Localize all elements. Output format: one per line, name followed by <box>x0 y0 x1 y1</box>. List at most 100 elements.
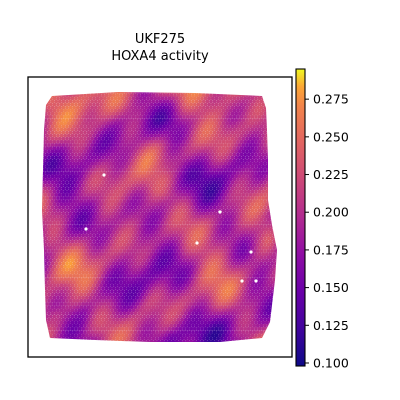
spot <box>183 193 188 197</box>
spot <box>151 267 156 272</box>
spot <box>122 99 127 104</box>
spot <box>50 286 55 291</box>
spot <box>171 127 176 132</box>
spot <box>50 174 55 179</box>
spot <box>261 258 266 263</box>
spot <box>183 205 188 210</box>
spot <box>42 149 44 154</box>
spot <box>126 136 131 141</box>
spot <box>126 317 131 322</box>
spot <box>176 174 181 179</box>
spot <box>192 270 197 275</box>
spot <box>225 221 230 225</box>
spot <box>42 208 46 213</box>
spot <box>151 242 156 247</box>
spot <box>144 249 149 253</box>
spot <box>209 280 213 285</box>
spot <box>153 233 158 238</box>
spot <box>275 189 277 194</box>
spot <box>219 124 224 129</box>
spot <box>52 320 57 325</box>
spot <box>137 186 141 191</box>
spot <box>57 299 62 303</box>
spot <box>93 124 98 129</box>
spot <box>90 274 95 278</box>
spot <box>102 202 107 207</box>
spot <box>241 193 246 197</box>
spot <box>239 196 244 200</box>
spot <box>192 127 197 132</box>
spot <box>68 193 73 197</box>
spot <box>239 102 244 107</box>
spot <box>216 186 221 191</box>
spot <box>99 121 104 126</box>
spot <box>92 227 96 232</box>
spot <box>129 124 134 129</box>
spot <box>223 111 228 116</box>
spot <box>160 314 165 319</box>
spot <box>138 171 143 176</box>
spot <box>122 168 127 172</box>
spot <box>248 267 253 272</box>
spot <box>63 302 68 306</box>
spot <box>72 211 77 216</box>
spot <box>189 164 194 169</box>
spot <box>245 111 249 116</box>
spot <box>93 286 98 291</box>
spot <box>101 242 105 247</box>
spot <box>270 261 275 266</box>
spot <box>232 133 237 138</box>
spot <box>59 140 64 144</box>
spot <box>174 221 179 225</box>
spot <box>200 133 204 138</box>
spot <box>92 258 96 263</box>
spot <box>77 146 82 151</box>
spot <box>174 233 179 238</box>
spot <box>243 239 248 244</box>
spot <box>124 121 129 126</box>
spot <box>228 214 233 219</box>
spot <box>45 202 50 207</box>
spot <box>180 111 185 116</box>
spot <box>146 252 150 256</box>
spot <box>102 127 107 132</box>
spot <box>158 161 163 166</box>
spot <box>252 193 257 197</box>
spot <box>79 242 84 247</box>
spot <box>111 274 116 278</box>
spot <box>81 158 86 163</box>
spot <box>45 308 50 313</box>
spot <box>174 208 179 213</box>
spot <box>133 105 138 110</box>
spot <box>250 177 255 182</box>
spot <box>135 115 140 119</box>
spot <box>270 274 275 278</box>
spot <box>70 252 75 256</box>
spot <box>90 286 95 291</box>
spot <box>174 277 179 281</box>
spot <box>261 264 266 269</box>
spot <box>54 174 59 179</box>
spot <box>221 196 226 200</box>
spot <box>237 136 242 141</box>
spot <box>198 193 203 197</box>
spot <box>275 270 277 275</box>
spot <box>198 286 203 291</box>
spot <box>178 308 183 313</box>
spot <box>230 105 235 110</box>
spot <box>128 96 132 101</box>
spot <box>196 189 201 194</box>
spot <box>278 249 282 253</box>
spot <box>194 305 199 309</box>
spot <box>146 258 150 263</box>
spot <box>219 224 224 229</box>
spot <box>264 264 269 269</box>
spot <box>228 140 233 144</box>
spot <box>243 164 248 169</box>
spot <box>95 164 100 169</box>
spot <box>230 242 235 247</box>
spot <box>86 299 91 303</box>
spot <box>70 115 75 119</box>
spot <box>187 211 192 216</box>
spot <box>207 252 212 256</box>
